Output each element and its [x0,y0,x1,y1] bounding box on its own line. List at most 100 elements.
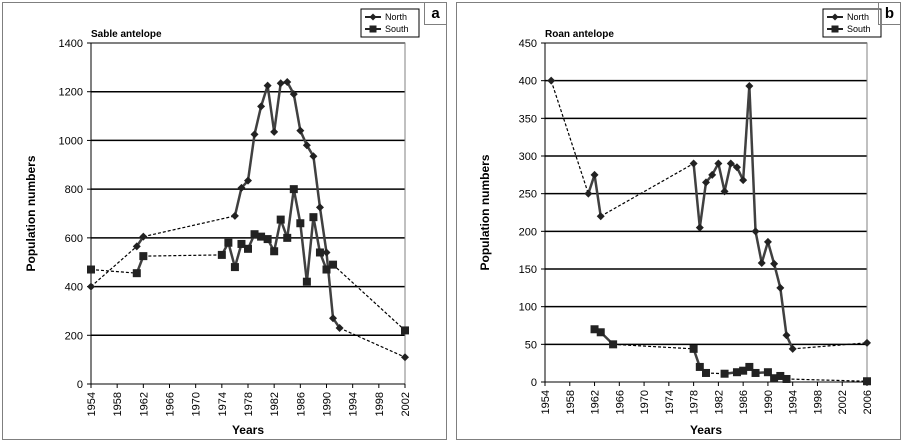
chart-b-north-point [745,81,754,90]
chart-b-north-series-segment [792,342,868,350]
roan-chart-svg: 0 50 100 150 200 250 300 350 400 450 1954 1958 1962 1… [478,8,882,437]
chart-b-south-point [739,366,748,375]
chart-a-north-series-segment [266,85,276,133]
chart-b-north-point [590,170,599,179]
chart-b-y-tick-label: 100 [519,302,537,314]
chart-b-north-series-segment [779,287,788,336]
chart-a-x-tick-label: 1998 [374,392,386,416]
chart-b-north-point [782,331,791,340]
chart-a-north-series-segment [259,85,269,107]
chart-a-north-series-segment [143,215,236,238]
chart-b-north-series-segment [593,174,602,217]
chart-b-south-point [695,362,704,371]
chart-b-north-point [714,159,723,168]
chart-a-y-tick-label: 1400 [59,38,83,50]
chart-a-south-series-segment [292,188,302,224]
chart-a-x-tick-label: 1978 [243,392,255,416]
chart-a-north-point [309,152,318,161]
chart-b-x-tick-label: 1958 [565,390,577,414]
chart-b-y-tick-label: 450 [519,38,537,50]
chart-b-north-point [702,178,710,187]
chart-b-x-tick-label: 1978 [689,390,701,414]
chart-b-north-point [720,187,729,196]
chart-b-south-point [770,374,779,383]
chart-a-y-tick-label: 1200 [59,87,83,99]
chart-a-north-point [237,183,246,192]
chart-a-north-point [87,282,95,291]
chart-b-north-point [863,338,871,347]
chart-a-south-point [87,265,95,274]
chart-b-north-series-segment [692,163,702,228]
chart-a-south-point [237,239,246,248]
chart-b-x-tick-label: 1986 [738,390,750,414]
chart-a-south-series-segment [272,219,282,252]
chart-b-legend-label-south: South [847,24,871,34]
chart-a-x-tick-label: 1974 [217,392,229,416]
chart-a-north-point [276,79,285,88]
chart-b-x-tick-label: 2002 [837,390,849,414]
panel-label-b: b [878,3,900,25]
sable-chart-svg: 0 200 400 600 800 1000 1200 1400 1954 1958 1962 196… [24,8,420,437]
chart-b-north-point [776,283,785,292]
chart-a-south-series-segment [312,216,322,253]
chart-a-north-point [257,102,266,111]
chart-b-x-tick-label: 1962 [590,390,602,414]
chart-b-south-point [590,325,599,334]
chart-a-x-tick-label: 1982 [269,392,281,416]
chart-b-x-tick-label: 1966 [614,390,626,414]
chart-b-north-point [732,163,741,172]
chart-a-south-point [401,326,409,335]
chart-a-y-tick-label: 0 [77,379,83,391]
chart-b-north-series-segment [723,163,732,192]
chart-a-north-series-segment [339,327,406,358]
chart-a-south-point [309,213,318,222]
chart-a-title: Sable antelope [91,29,162,40]
chart-b-north-series-segment [741,85,751,181]
chart-a-north-point [270,127,279,136]
chart-a-south-series-segment [305,217,315,282]
chart-a-south-point [224,238,233,247]
chart-a-south-series-segment [332,264,406,331]
chart-b-y-tick-label: 250 [519,189,537,201]
chart-b-south-point [689,344,698,353]
chart-b-north-series-segment [766,241,776,265]
chart-b-north-point [788,344,797,353]
chart-a-north-point [401,353,409,362]
chart-a-south-point [276,215,285,224]
chart-b-x-tick-label: 1982 [713,390,725,414]
chart-b-title: Roan antelope [545,29,614,40]
chart-b-x-tick-label: 1974 [664,390,676,414]
chart-a-south-series-segment [143,254,222,257]
chart-a-y-tick-label: 600 [65,233,83,245]
chart-a-north-point [315,203,324,212]
chart-b-north-series-segment [587,174,596,195]
chart-b-x-tick-label: 1990 [763,390,775,414]
chart-b-south-series-segment [786,378,868,382]
chart-b-x-tick-label: 1954 [540,390,552,414]
chart-a-north-point [250,130,259,139]
chart-b-north-series-segment [748,85,757,232]
chart-b-y-tick-label: 0 [531,377,537,389]
panel-label-a: a [424,3,446,25]
chart-a-legend-marker-south [369,25,377,33]
chart-a-x-tick-label: 1966 [165,392,177,416]
chart-a-north-series-segment [233,187,243,217]
chart-b-south-point [751,368,760,377]
chart-a-y-tick-label: 800 [65,184,83,196]
chart-b-y-tick-label: 150 [519,264,537,276]
chart-b-y-axis-title: Population numbers [478,154,492,270]
chart-a-south-point [257,232,266,241]
chart-a-north-point [335,323,344,332]
chart-a-x-tick-label: 1962 [138,392,150,416]
chart-a-south-point [315,248,324,257]
chart-b-south-point [732,368,741,377]
chart-a-north-point [322,248,331,257]
chart-a-y-tick-label: 400 [65,282,83,294]
chart-a-south-point [296,219,305,228]
chart-a-y-tick-label: 1000 [59,135,83,147]
chart-b-y-tick-label: 200 [519,226,537,238]
chart-a-x-axis-title: Years [232,423,264,437]
chart-b-north-point [739,176,748,185]
chart-a-south-point [217,250,226,259]
chart-a-south-point [270,247,279,256]
